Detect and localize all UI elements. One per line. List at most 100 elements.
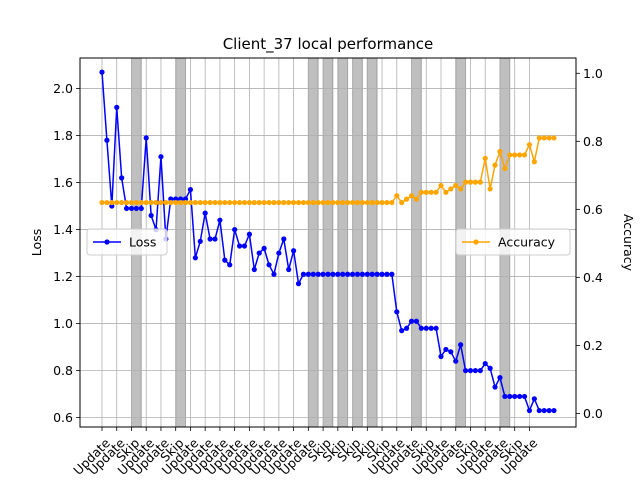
accuracy-point: [462, 179, 469, 185]
loss-point: [222, 257, 228, 263]
loss-point: [276, 250, 282, 256]
accuracy-point: [305, 199, 311, 206]
loss-point: [300, 271, 307, 277]
accuracy-point: [399, 199, 405, 206]
y-tick-label-right: 0.4: [583, 270, 603, 285]
plot-frame: [79, 57, 577, 428]
accuracy-point: [354, 199, 361, 206]
loss-point: [335, 271, 341, 277]
y-axis-label-right: Accuracy: [621, 214, 636, 272]
accuracy-point: [133, 199, 139, 206]
accuracy-legend: Accuracy: [455, 228, 571, 256]
loss-point: [325, 271, 331, 277]
loss-point: [202, 210, 208, 216]
accuracy-point: [349, 199, 356, 206]
accuracy-point: [521, 152, 528, 158]
loss-point: [187, 187, 194, 193]
loss-point: [467, 367, 474, 374]
loss-point: [418, 325, 424, 331]
accuracy-point: [153, 199, 159, 206]
accuracy-point: [517, 152, 523, 158]
accuracy-point: [433, 189, 439, 195]
accuracy-point: [232, 199, 238, 206]
accuracy-point: [531, 159, 537, 165]
loss-point: [531, 396, 537, 402]
loss-point: [497, 375, 503, 381]
loss-point: [241, 243, 248, 249]
accuracy-point: [99, 199, 105, 206]
accuracy-point: [536, 135, 542, 141]
loss-point: [133, 205, 139, 212]
accuracy-point: [487, 186, 493, 192]
accuracy-point: [394, 193, 400, 199]
accuracy-point: [300, 199, 307, 206]
y-tick-label-right: 1.0: [583, 66, 603, 81]
loss-point: [364, 271, 370, 277]
loss-point: [143, 135, 149, 141]
accuracy-point: [241, 199, 248, 206]
loss-point: [227, 262, 233, 268]
accuracy-point: [310, 199, 316, 206]
accuracy-point: [443, 189, 449, 195]
legend-box: [86, 228, 168, 256]
accuracy-point: [404, 196, 410, 202]
loss-point: [286, 266, 292, 273]
accuracy-point: [423, 189, 429, 195]
loss-point: [271, 271, 277, 277]
y-tick-label-left: 1.4: [53, 222, 73, 237]
accuracy-point: [266, 199, 272, 206]
y-tick-label-left: 2.0: [53, 81, 73, 96]
accuracy-point: [320, 199, 326, 206]
loss-point: [354, 271, 361, 277]
loss-point: [438, 353, 444, 360]
accuracy-point: [369, 199, 375, 206]
loss-point: [521, 393, 528, 400]
loss-point: [232, 226, 238, 233]
accuracy-point: [276, 199, 282, 206]
loss-point: [236, 243, 243, 249]
loss-point: [138, 205, 144, 212]
accuracy-point: [512, 152, 518, 158]
accuracy-point: [315, 199, 321, 206]
loss-point: [148, 212, 154, 219]
loss-point: [394, 309, 400, 315]
loss-point: [256, 250, 262, 256]
loss-point: [433, 325, 439, 331]
legend-label: Loss: [129, 235, 156, 250]
loss-point: [507, 393, 513, 400]
skip-region: [175, 57, 187, 428]
loss-point: [212, 236, 218, 242]
loss-point: [541, 407, 547, 414]
loss-point: [404, 325, 410, 331]
loss-point: [384, 271, 390, 277]
accuracy-point: [541, 135, 547, 141]
loss-point: [217, 217, 223, 223]
skip-region: [322, 57, 334, 428]
loss-point: [266, 262, 272, 268]
accuracy-point: [374, 199, 380, 206]
loss-point: [369, 271, 375, 277]
legend-box: [455, 228, 571, 256]
accuracy-point: [438, 182, 444, 189]
y-tick-label-right: 0.0: [583, 406, 603, 421]
y-tick-label-left: 0.8: [53, 363, 73, 378]
loss-point: [320, 271, 326, 277]
loss-point: [315, 271, 321, 277]
loss-point: [389, 271, 395, 277]
loss-point: [399, 328, 405, 334]
skip-region: [411, 57, 422, 428]
chart-title: Client_37 local performance: [223, 35, 434, 54]
legend-marker: [473, 239, 479, 245]
accuracy-point: [458, 186, 464, 192]
accuracy-point: [182, 199, 189, 206]
loss-point: [408, 318, 415, 324]
accuracy-point: [448, 186, 454, 192]
accuracy-point: [359, 199, 365, 206]
loss-point: [246, 231, 252, 237]
accuracy-point: [428, 189, 434, 195]
loss-point: [502, 393, 508, 400]
accuracy-point: [502, 165, 508, 172]
y-tick-label-left: 1.6: [53, 175, 73, 190]
accuracy-point: [109, 199, 115, 206]
